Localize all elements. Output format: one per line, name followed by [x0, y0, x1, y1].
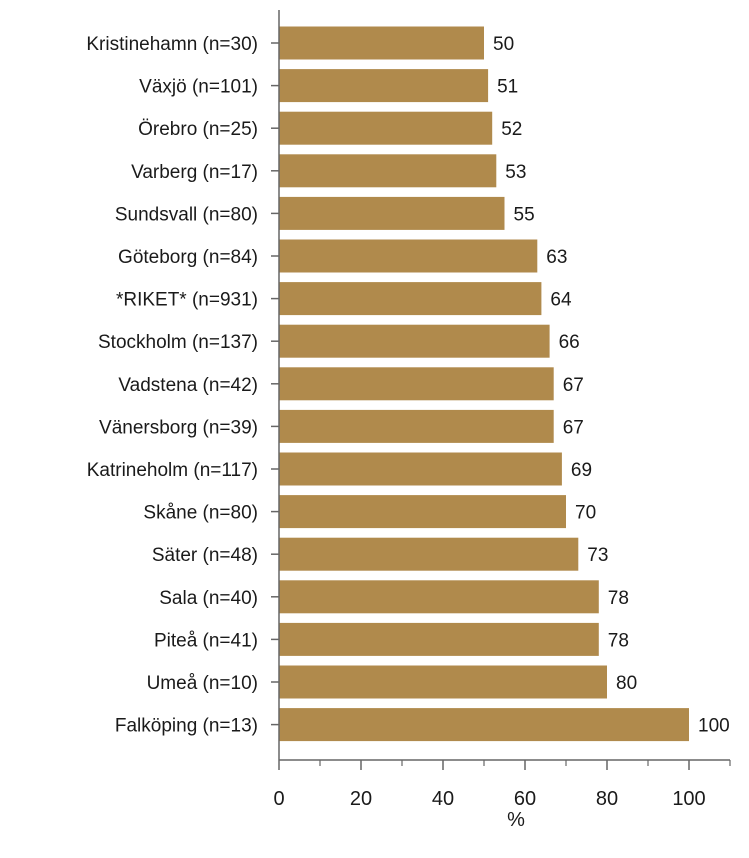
data-label: 80	[616, 673, 637, 694]
category-label: Sundsvall (n=80)	[115, 204, 258, 225]
category-label: Växjö (n=101)	[139, 77, 258, 98]
data-label: 67	[563, 375, 584, 396]
category-label: Vänersborg (n=39)	[99, 417, 258, 438]
bar	[279, 580, 599, 614]
data-label: 78	[608, 588, 629, 609]
bar	[279, 282, 542, 316]
bar	[279, 154, 497, 188]
category-label: Sala (n=40)	[159, 588, 258, 609]
data-label: 50	[493, 34, 514, 55]
data-label: 73	[587, 545, 608, 566]
data-label: 69	[571, 460, 592, 481]
bar	[279, 665, 607, 699]
category-label: Göteborg (n=84)	[118, 247, 258, 268]
data-label: 51	[497, 77, 518, 98]
x-tick-label: 80	[596, 788, 618, 810]
bar	[279, 26, 484, 60]
x-tick-label: 100	[672, 788, 705, 810]
data-label: 70	[575, 503, 596, 524]
category-label: Säter (n=48)	[152, 545, 258, 566]
x-tick-label: 60	[514, 788, 536, 810]
x-tick-label: 0	[273, 788, 284, 810]
category-label: Örebro (n=25)	[138, 119, 258, 140]
category-label: Katrineholm (n=117)	[87, 460, 258, 481]
axis-layer: Kristinehamn (n=30) Växjö (n=101) Örebro (…	[86, 10, 731, 810]
data-label: 53	[505, 162, 526, 183]
data-label: 52	[501, 119, 522, 140]
bar	[279, 69, 489, 103]
bar	[279, 708, 689, 742]
category-label: Kristinehamn (n=30)	[86, 34, 258, 55]
bar	[279, 495, 566, 529]
data-label: 78	[608, 630, 629, 651]
x-tick-label: 40	[432, 788, 454, 810]
category-label: *RIKET* (n=931)	[116, 290, 258, 311]
bar	[279, 452, 562, 486]
category-label: Falköping (n=13)	[115, 716, 258, 737]
bar	[279, 196, 505, 230]
bar	[279, 537, 579, 571]
category-label: Varberg (n=17)	[131, 162, 258, 183]
data-label: 66	[559, 332, 580, 353]
bar	[279, 324, 550, 358]
data-label: 63	[546, 247, 567, 268]
bar	[279, 111, 493, 145]
x-axis-title: %	[507, 809, 525, 831]
category-label: Piteå (n=41)	[154, 630, 258, 651]
x-tick-label: 20	[350, 788, 372, 810]
bar	[279, 409, 554, 443]
category-label: Umeå (n=10)	[147, 673, 258, 694]
category-label: Skåne (n=80)	[143, 503, 258, 524]
category-label: Stockholm (n=137)	[98, 332, 258, 353]
bars-layer: 50 51 52 53 55 63 64 66 67 67 69 70 73 78 78 80 100	[279, 26, 730, 742]
data-label: 67	[563, 417, 584, 438]
data-label: 64	[550, 290, 572, 311]
bar	[279, 239, 538, 273]
bar	[279, 622, 599, 656]
data-label: 55	[514, 204, 535, 225]
data-label: 100	[698, 716, 730, 737]
category-label: Vadstena (n=42)	[118, 375, 258, 396]
bar	[279, 367, 554, 401]
